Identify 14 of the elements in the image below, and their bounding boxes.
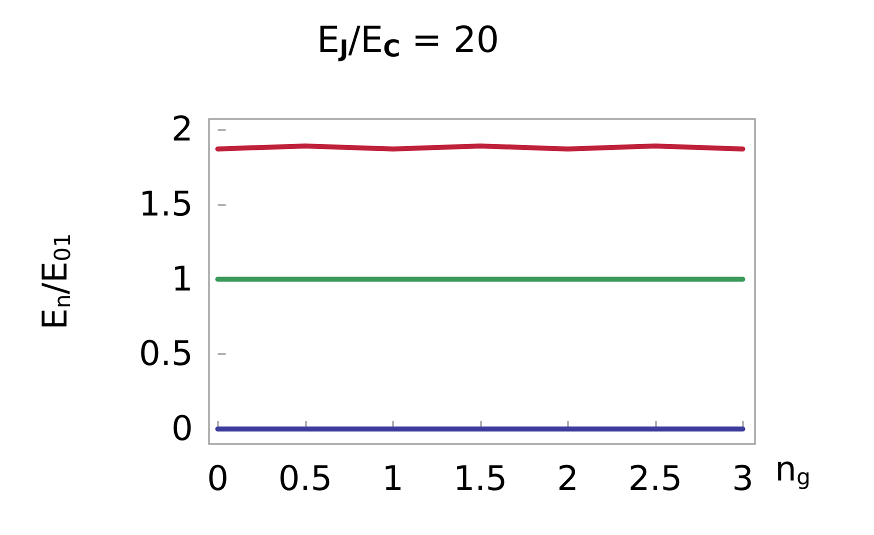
- y-tick-label: 1.5: [138, 184, 193, 224]
- y-tick-label: 0.5: [138, 334, 193, 374]
- y-tick-label: 2: [171, 109, 193, 150]
- x-tick-label: 1.5: [453, 459, 508, 499]
- y-tick-label: 0: [171, 409, 193, 450]
- x-tick-label: 2: [556, 459, 579, 499]
- y-tick-label: 1: [171, 259, 193, 300]
- y-axis-title: En/E01: [35, 233, 76, 330]
- x-tick-label: 0.5: [278, 459, 332, 499]
- x-tick-label: 3: [732, 459, 754, 499]
- x-tick-label: 2.5: [628, 459, 682, 499]
- x-axis-title: ng: [775, 450, 811, 490]
- x-tick-label: 0: [206, 459, 229, 499]
- x-tick-label: 1: [382, 459, 404, 499]
